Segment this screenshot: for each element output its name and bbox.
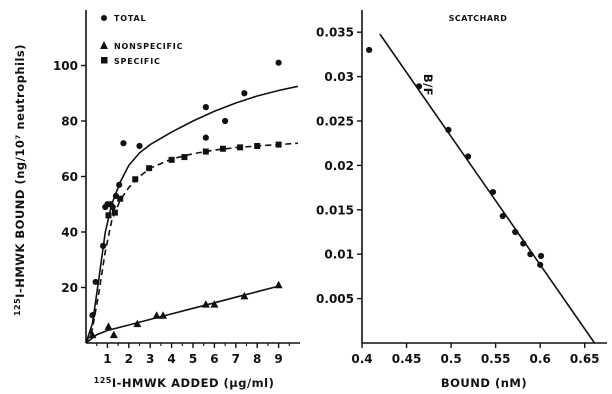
right-y-tick-label: 0.015 [316, 203, 354, 217]
scatchard-point [445, 126, 452, 133]
left-y-tick-label: 80 [61, 115, 78, 129]
nonspecific-point [109, 330, 118, 339]
left-x-tick-label: 1 [103, 352, 111, 366]
nonspecific-point [210, 300, 219, 308]
right-y-tick-label: 0.01 [324, 248, 354, 262]
specific-point [219, 145, 226, 152]
total-point [109, 203, 116, 211]
specific-point [275, 141, 282, 148]
scatchard-point [464, 153, 472, 160]
scatchard-title: SCATCHARD [449, 14, 508, 23]
legend-specific-marker [101, 57, 108, 64]
right-x-tick-label: 0.6 [530, 352, 551, 366]
left-x-axis-label: 125I-HMWK ADDED (µg/ml) [94, 376, 275, 391]
nonspecific-point [133, 319, 142, 328]
specific-point [202, 148, 209, 155]
nonspecific-point [88, 330, 97, 339]
nonspecific-point [152, 311, 161, 319]
left-y-tick-label: 20 [61, 281, 78, 295]
legend-nonspecific-marker [100, 41, 108, 49]
right-y-tick-label: 0.025 [316, 115, 354, 129]
total-point [116, 181, 123, 188]
total-point [120, 140, 127, 147]
scatchard-point [537, 252, 545, 260]
total-point [202, 104, 209, 111]
right-x-tick-label: 0.5 [440, 352, 461, 366]
specific-point [146, 165, 153, 172]
right-x-tick-label: 0.45 [392, 352, 422, 366]
scatchard-point [512, 228, 519, 236]
total-point [92, 278, 99, 286]
legend: TOTAL NONSPECIFIC SPECIFIC [100, 14, 183, 66]
specific-curve [85, 142, 298, 344]
nonspecific-point [104, 322, 113, 330]
specific-point [168, 156, 175, 163]
left-x-tick-label: 5 [189, 352, 197, 366]
total-point [202, 134, 209, 141]
left-y-tick-label: 40 [61, 226, 78, 240]
scatchard-point [520, 240, 527, 247]
specific-point [181, 154, 188, 161]
right-x-tick-label: 0.55 [481, 352, 511, 366]
right-x-axis-label: BOUND (nM) [441, 376, 527, 390]
total-point [222, 117, 229, 125]
scatchard-point [537, 261, 544, 268]
right-x-tick-label: 0.65 [570, 352, 600, 366]
left-x-tick-label: 8 [253, 352, 261, 366]
scatchard-point [489, 188, 497, 196]
left-x-tick-label: 6 [210, 352, 218, 366]
left-y-tick-label: 60 [61, 170, 78, 184]
total-point [89, 312, 96, 319]
left-y-axis-label: 125I-HMWK BOUND (ng/10⁷ neutrophils) [13, 44, 28, 316]
left-x-tick-label: 7 [232, 352, 240, 366]
nonspecific-point [274, 280, 283, 289]
legend-specific-label: SPECIFIC [114, 57, 161, 66]
nonspecific-point [159, 311, 168, 319]
total-point [241, 90, 248, 97]
left-x-tick-label: 9 [274, 352, 282, 366]
scatchard-chart: 0.005 0.01 0.015 0.02 0.025 0.03 0.035 0.4 0.45… [316, 10, 607, 390]
scatchard-point [415, 83, 423, 90]
total-point [136, 142, 143, 150]
specific-point [105, 212, 112, 219]
nonspecific-point [240, 291, 249, 300]
specific-point [132, 176, 139, 183]
left-x-tick-label: 4 [167, 352, 175, 366]
total-point [275, 59, 282, 66]
right-y-tick-label: 0.03 [324, 70, 354, 84]
legend-total-marker [101, 15, 107, 21]
left-x-tick-label: 2 [125, 352, 133, 366]
scatchard-fit-line [379, 33, 596, 344]
scatchard-point [527, 251, 534, 258]
right-x-tick-label: 0.4 [351, 352, 372, 366]
scatchard-point [366, 46, 373, 54]
right-y-axis-label: B/F [421, 74, 435, 96]
total-point [100, 242, 107, 249]
total-curve [85, 85, 299, 344]
specific-point [237, 144, 244, 151]
specific-point [254, 142, 261, 149]
legend-nonspecific-label: NONSPECIFIC [114, 42, 183, 51]
right-y-tick-label: 0.005 [316, 292, 354, 306]
right-y-tick-label: 0.02 [324, 159, 354, 173]
left-x-tick-label: 3 [146, 352, 154, 366]
right-y-tick-label: 0.035 [316, 26, 354, 40]
nonspecific-point [201, 300, 210, 308]
specific-point [111, 209, 118, 216]
scatchard-point [499, 212, 506, 220]
left-y-tick-label: 100 [53, 59, 78, 73]
legend-total-label: TOTAL [114, 14, 146, 23]
specific-point [117, 195, 124, 202]
